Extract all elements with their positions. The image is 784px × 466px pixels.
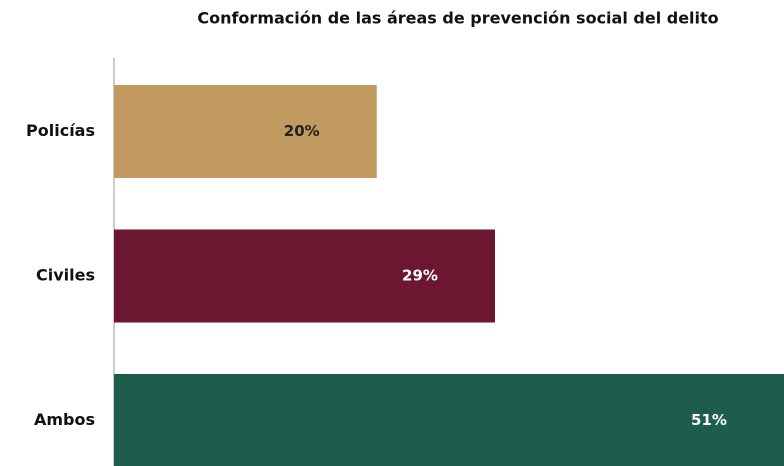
bar (114, 374, 784, 466)
category-label: Civiles (36, 266, 95, 285)
category-label: Policías (26, 121, 95, 140)
value-label: 51% (691, 411, 727, 429)
value-label: 20% (284, 122, 320, 140)
value-label: 29% (402, 267, 438, 285)
bar (114, 229, 495, 323)
category-label: Ambos (34, 410, 95, 429)
chart-title: Conformación de las áreas de prevención … (197, 9, 718, 28)
bar (114, 85, 377, 178)
